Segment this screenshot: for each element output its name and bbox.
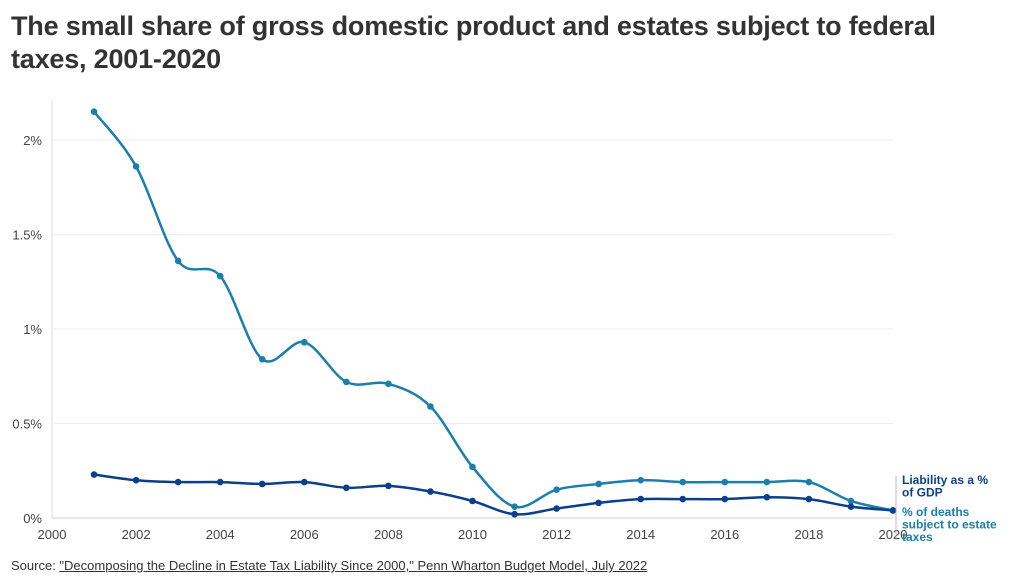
gdp-liability-point[interactable] (132, 476, 140, 484)
gdp-liability-point[interactable] (174, 478, 182, 486)
y-tick-label: 1.5% (12, 228, 42, 243)
deaths-share-point[interactable] (721, 478, 729, 486)
gdp-liability-line (93, 473, 894, 516)
deaths-share-point[interactable] (637, 476, 644, 484)
deaths-share-label: % of deaths subject to estate taxes (902, 505, 997, 544)
deaths-share-point[interactable] (90, 108, 98, 115)
gdp-liability-point[interactable] (469, 497, 476, 505)
source-link[interactable]: "Decomposing the Decline in Estate Tax L… (59, 558, 648, 573)
series-label-line: subject to estate (902, 518, 997, 532)
y-tick-label: 2% (23, 133, 42, 148)
gdp-liability-point[interactable] (553, 505, 560, 512)
deaths-share-point[interactable] (258, 355, 266, 363)
deaths-share-point[interactable] (132, 163, 140, 170)
x-tick-label: 2008 (374, 527, 403, 542)
gdp-liability-point[interactable] (637, 495, 644, 503)
x-tick-label: 2002 (122, 527, 151, 542)
deaths-share-point[interactable] (343, 378, 350, 386)
gdp-liability-point[interactable] (301, 478, 308, 486)
deaths-share-point[interactable] (553, 486, 560, 493)
gdp-liability-point[interactable] (595, 499, 602, 507)
gdp-liability-point[interactable] (721, 495, 729, 503)
gdp-liability-point[interactable] (763, 493, 771, 501)
source-note: Source: "Decomposing the Decline in Esta… (11, 558, 647, 573)
deaths-share-point[interactable] (427, 403, 434, 410)
x-tick-label: 2014 (626, 527, 655, 542)
gdp-liability-point[interactable] (679, 495, 687, 503)
deaths-share-point[interactable] (847, 497, 855, 505)
gdp-liability-point[interactable] (511, 510, 518, 518)
y-tick-label: 1% (23, 322, 42, 337)
series-label-line: taxes (902, 530, 933, 544)
x-axis: 2000 2002 2004 2006 2008 2010 2012 2014 2016 2018… (38, 527, 908, 542)
gridlines (51, 100, 893, 519)
x-tick-label: 2018 (794, 527, 823, 542)
deaths-share-point[interactable] (469, 463, 476, 471)
x-tick-label: 2020 (879, 527, 908, 542)
gdp-liability-point[interactable] (385, 482, 392, 490)
gdp-liability-point[interactable] (805, 495, 813, 503)
gdp-liability-point[interactable] (427, 488, 434, 495)
deaths-share-point[interactable] (385, 380, 392, 388)
source-prefix: Source: (11, 558, 60, 573)
deaths-share-point[interactable] (595, 480, 602, 488)
deaths-share-point[interactable] (679, 478, 687, 486)
gdp-liability-point[interactable] (258, 480, 266, 488)
y-tick-label: 0.5% (12, 417, 42, 432)
gdp-liability-point[interactable] (889, 507, 897, 514)
chart-title: The small share of gross domestic produc… (11, 11, 936, 74)
series-lines (93, 110, 894, 516)
gdp-liability-label: Liability as a % of GDP (902, 473, 988, 500)
series-label-line: of GDP (902, 486, 943, 500)
deaths-share-point[interactable] (301, 338, 308, 346)
series-label-line: Liability as a % (902, 473, 988, 487)
y-tick-label: 0% (23, 511, 42, 526)
x-tick-label: 2006 (290, 527, 319, 542)
gdp-liability-point[interactable] (847, 503, 855, 510)
deaths-share-point[interactable] (805, 478, 813, 486)
gdp-liability-point[interactable] (343, 484, 350, 492)
y-axis: 0% 0.5% 1% 1.5% 2% (12, 133, 42, 526)
series-labels: Liability as a % of GDP % of deaths subject… (895, 473, 997, 544)
deaths-share-point[interactable] (216, 272, 224, 280)
gdp-liability-point[interactable] (216, 478, 224, 486)
deaths-share-point[interactable] (763, 478, 771, 486)
x-tick-label: 2016 (710, 527, 739, 542)
x-tick-label: 2000 (38, 527, 67, 542)
deaths-share-line (93, 110, 894, 512)
deaths-share-point[interactable] (511, 503, 518, 510)
x-tick-label: 2012 (542, 527, 571, 542)
series-label-line: % of deaths (902, 505, 970, 519)
series-points (90, 108, 897, 518)
gdp-liability-point[interactable] (90, 471, 98, 478)
x-tick-label: 2004 (206, 527, 235, 542)
x-tick-label: 2010 (458, 527, 487, 542)
deaths-share-point[interactable] (174, 257, 182, 265)
